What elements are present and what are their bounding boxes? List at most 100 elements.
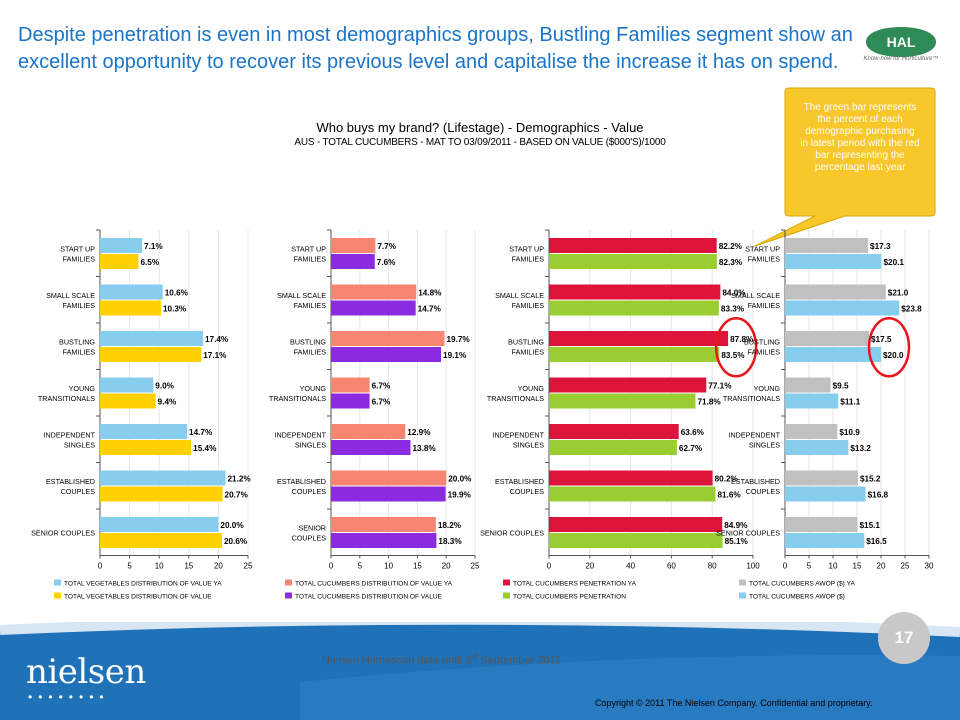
data-label: 19.9% — [448, 491, 472, 500]
bar-total-vegetables-distribution-of-value-ya-small-scale-families — [100, 284, 163, 300]
x-tick-label: 0 — [98, 562, 103, 571]
category-label: FAMILIES — [748, 347, 781, 356]
data-label: 84.0% — [722, 289, 746, 298]
x-tick-label: 10 — [829, 562, 838, 571]
x-tick-label: 40 — [626, 562, 635, 571]
category-label: TRANSITIONALS — [723, 394, 780, 403]
legend-entry: TOTAL VEGETABLES DISTRIBUTION OF VALUE Y… — [64, 581, 222, 588]
data-label: 13.8% — [412, 444, 436, 453]
hal-logo: HAL — [866, 20, 936, 57]
data-label: 7.6% — [377, 258, 396, 267]
x-tick-label: 5 — [358, 562, 363, 571]
data-label: 7.1% — [144, 242, 163, 251]
category-label: FAMILIES — [512, 254, 545, 263]
bar-total-cucumbers-penetration-small-scale-families — [549, 300, 719, 316]
category-label: YOUNG — [754, 384, 781, 393]
bar-total-cucumbers-distribution-of-value-ya-senior-couples — [331, 517, 436, 532]
data-label: 18.2% — [438, 521, 462, 530]
bar-total-vegetables-distribution-of-value-ya-senior-couples — [100, 517, 219, 532]
x-tick-label: 25 — [244, 562, 253, 571]
bar-total-cucumbers-penetration-senior-couples — [549, 533, 723, 548]
highlight-circle — [714, 317, 758, 378]
x-tick-label: 10 — [384, 562, 393, 571]
page-number: 17 — [878, 612, 930, 664]
data-label: 83.3% — [721, 305, 745, 314]
category-label: FAMILIES — [512, 347, 545, 356]
x-tick-label: 100 — [746, 562, 760, 571]
category-label: SMALL SCALE — [277, 291, 326, 300]
bar-total-vegetables-distribution-of-value-ya-bustling-families — [100, 331, 204, 346]
bar-total-cucumbers-distribution-of-value-established-couples — [331, 486, 446, 502]
data-label: 6.7% — [372, 398, 391, 407]
category-label: SMALL SCALE — [46, 291, 95, 300]
hal-logo-text: HAL — [887, 34, 916, 50]
callout-bubble — [754, 87, 936, 247]
legend-entry: TOTAL CUCUMBERS DISTRIBUTION OF VALUE — [295, 594, 443, 601]
legend-entry: TOTAL CUCUMBERS DISTRIBUTION OF VALUE YA — [295, 581, 453, 588]
category-label: ESTABLISHED — [731, 477, 780, 486]
data-label: 19.7% — [446, 335, 470, 344]
bar-total-cucumbers-distribution-of-value-ya-young-transitionals — [331, 377, 370, 393]
legend-entry: TOTAL VEGETABLES DISTRIBUTION OF VALUE — [64, 594, 212, 601]
bar-total-cucumbers-penetration-ya-start-up-families — [549, 238, 717, 253]
chart-title: Who buys my brand? (Lifestage) - Demogra… — [316, 120, 644, 135]
bar-total-cucumbers-awop--small-scale-families — [785, 300, 900, 316]
data-label: 82.2% — [719, 242, 743, 251]
bar-total-cucumbers-penetration-ya-established-couples — [549, 470, 713, 486]
bar-total-cucumbers-distribution-of-value-ya-independent-singles — [331, 424, 406, 439]
bar-total-vegetables-distribution-of-value-start-up-families — [100, 254, 139, 269]
category-label: ESTABLISHED — [46, 477, 95, 486]
bar-total-cucumbers-awop--senior-couples — [785, 533, 865, 548]
data-label: 62.7% — [679, 444, 703, 453]
category-label: FAMILIES — [294, 301, 327, 310]
category-label: START UP — [509, 244, 544, 253]
bar-total-cucumbers-awop--independent-singles — [785, 440, 849, 455]
bar-total-vegetables-distribution-of-value-established-couples — [100, 486, 223, 502]
category-label: SINGLES — [64, 440, 95, 449]
category-label: TRANSITIONALS — [269, 394, 326, 403]
data-label: 15.4% — [193, 444, 217, 453]
data-label: 20.0% — [448, 475, 472, 484]
data-label: 81.6% — [717, 491, 741, 500]
x-tick-label: 15 — [853, 562, 862, 571]
legend-swatch — [54, 592, 61, 599]
callout-text: The green bar represents the percent of … — [800, 102, 920, 173]
bar-total-cucumbers-distribution-of-value-ya-bustling-families — [331, 331, 445, 346]
category-label: COUPLES — [61, 487, 96, 496]
category-label: ESTABLISHED — [495, 477, 544, 486]
x-tick-label: 15 — [184, 562, 193, 571]
x-tick-label: 5 — [127, 562, 132, 571]
x-tick-label: 10 — [155, 562, 164, 571]
category-label: COUPLES — [292, 533, 327, 542]
bar-total-cucumbers-penetration-independent-singles — [549, 440, 677, 455]
category-label: FAMILIES — [294, 254, 327, 263]
legend-entry: TOTAL CUCUMBERS AWOP ($) YA — [749, 581, 855, 588]
data-label: $15.2 — [860, 475, 881, 484]
bar-total-cucumbers-penetration-ya-senior-couples — [549, 517, 723, 532]
bar-total-cucumbers-penetration-ya-small-scale-families — [549, 284, 721, 300]
data-label: $21.0 — [888, 289, 909, 298]
data-label: 80.2% — [715, 475, 739, 484]
category-label: FAMILIES — [294, 347, 327, 356]
category-label: SMALL SCALE — [731, 291, 780, 300]
x-tick-label: 0 — [329, 562, 334, 571]
data-label: $15.1 — [859, 521, 880, 530]
legend-entry: TOTAL CUCUMBERS PENETRATION YA — [513, 581, 637, 588]
category-label: SENIOR — [298, 523, 326, 532]
bar-total-cucumbers-penetration-ya-independent-singles — [549, 424, 679, 439]
x-tick-label: 5 — [807, 562, 812, 571]
data-label: 7.7% — [377, 242, 396, 251]
data-label: 14.7% — [418, 305, 442, 314]
category-label: FAMILIES — [63, 301, 96, 310]
category-label: FAMILIES — [748, 254, 781, 263]
category-label: YOUNG — [518, 384, 545, 393]
data-label: 77.1% — [708, 382, 732, 391]
bar-total-cucumbers-distribution-of-value-ya-start-up-families — [331, 238, 376, 253]
category-label: INDEPENDENT — [274, 430, 326, 439]
data-label: $17.5 — [871, 335, 892, 344]
category-label: START UP — [291, 244, 326, 253]
data-label: 14.7% — [189, 428, 213, 437]
headline: Despite penetration is even in most demo… — [18, 24, 853, 73]
